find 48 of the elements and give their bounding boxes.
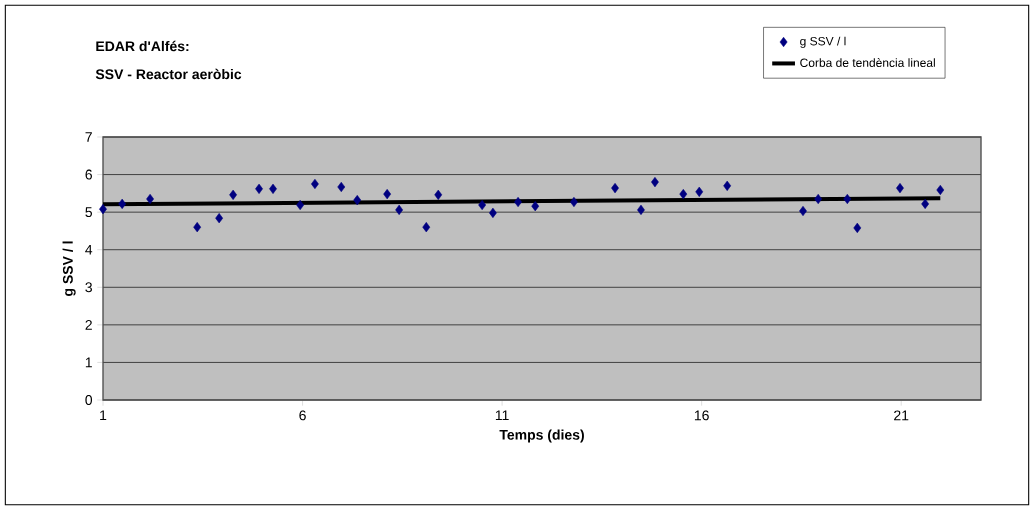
point (269, 183, 277, 194)
point (679, 189, 688, 200)
point (651, 177, 659, 188)
point (611, 183, 619, 194)
legend-label: g SSV / l (800, 36, 846, 48)
point (296, 199, 305, 211)
y-tick-label: 6 (85, 169, 92, 180)
point (531, 201, 540, 212)
point (853, 222, 862, 233)
point (896, 183, 904, 194)
point (255, 183, 263, 194)
point (422, 222, 431, 233)
point (489, 207, 497, 218)
x-tick-label: 1 (100, 410, 107, 421)
point (936, 184, 945, 196)
point (395, 204, 403, 215)
point (843, 193, 852, 205)
y-tick-label: 7 (85, 132, 92, 142)
point (193, 222, 202, 233)
x-tick-label: 6 (299, 410, 306, 421)
y-tick-label: 2 (85, 319, 92, 330)
point (478, 199, 487, 211)
chart-subtitle: SSV - Reactor aeròbic (95, 68, 242, 80)
point (723, 180, 732, 191)
point (229, 189, 237, 200)
point (383, 189, 392, 200)
x-axis-title: Temps (dies) (499, 429, 584, 443)
point (99, 204, 107, 215)
point (637, 204, 645, 215)
point (695, 186, 704, 197)
point (814, 193, 823, 205)
point (118, 198, 127, 209)
y-tick-label: 5 (85, 207, 93, 218)
point (337, 181, 346, 193)
point (921, 198, 930, 209)
y-tick-label: 1 (85, 357, 92, 368)
y-tick-label: 3 (85, 282, 92, 293)
x-tick-label: 16 (694, 410, 709, 421)
chart-title: EDAR d'Alfés: (96, 40, 189, 52)
y-axis-title: g SSV / l (62, 241, 76, 296)
point (215, 213, 224, 224)
point (353, 195, 362, 206)
x-tick-label: 11 (495, 410, 509, 421)
point (434, 189, 443, 200)
y-tick-label: 4 (85, 244, 93, 255)
y-tick-label: 0 (85, 395, 93, 405)
legend-label: Corba de tendència lineal (800, 58, 935, 67)
x-tick-label: 21 (894, 410, 909, 421)
